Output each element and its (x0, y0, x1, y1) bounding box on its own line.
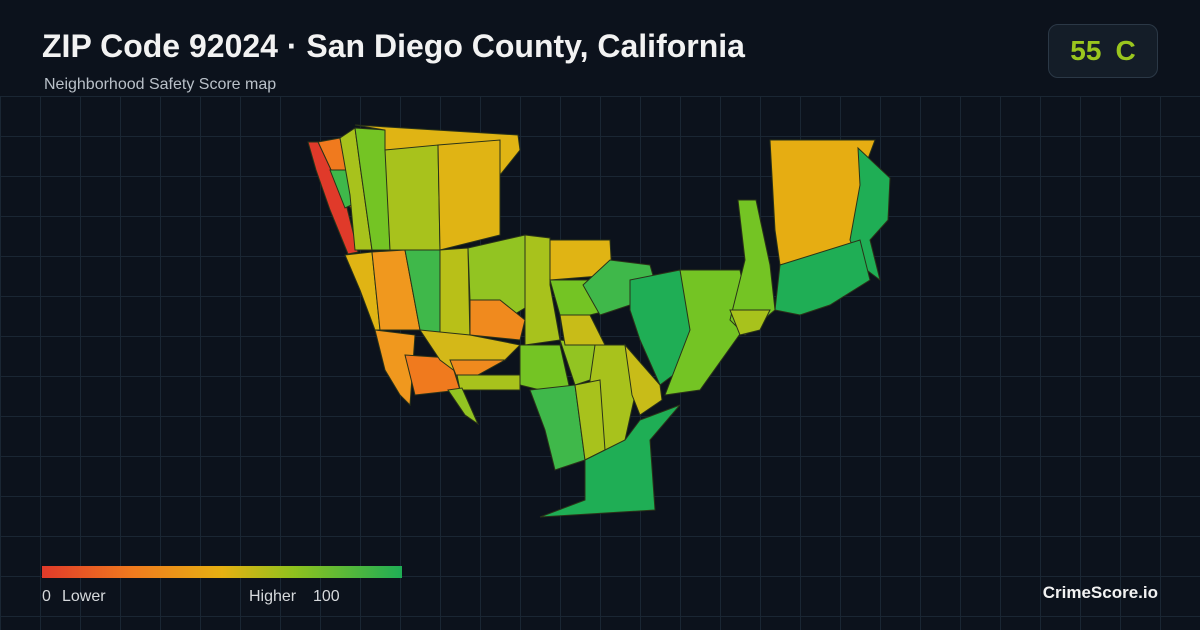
area (774, 239, 871, 316)
brand: CrimeScore.io (1042, 583, 1158, 602)
neighborhoods (307, 124, 891, 518)
area (664, 269, 751, 396)
legend-max: 100 (313, 588, 340, 605)
area (529, 384, 586, 471)
legend-min: 0 (42, 588, 51, 605)
area (384, 144, 441, 251)
legend-min-label: Lower (62, 588, 106, 605)
area (624, 343, 663, 416)
area (467, 234, 531, 321)
area (374, 329, 416, 407)
legend-gradient (42, 566, 402, 578)
area (524, 234, 561, 346)
score: 55 (1070, 35, 1102, 66)
area (469, 299, 526, 341)
area (559, 314, 606, 346)
area (519, 344, 571, 391)
legend-max-label: Higher (249, 588, 297, 605)
area (539, 404, 681, 518)
area (437, 139, 501, 251)
area (729, 309, 771, 336)
area (439, 247, 471, 341)
area (456, 374, 521, 391)
area (447, 387, 480, 426)
title: ZIP Code 92024 · San Diego County, Calif… (42, 28, 745, 64)
grade: C (1115, 35, 1136, 66)
subtitle: Neighborhood Safety Score map (44, 76, 277, 93)
area (307, 141, 359, 255)
score-badge: 55 C (1048, 24, 1158, 78)
